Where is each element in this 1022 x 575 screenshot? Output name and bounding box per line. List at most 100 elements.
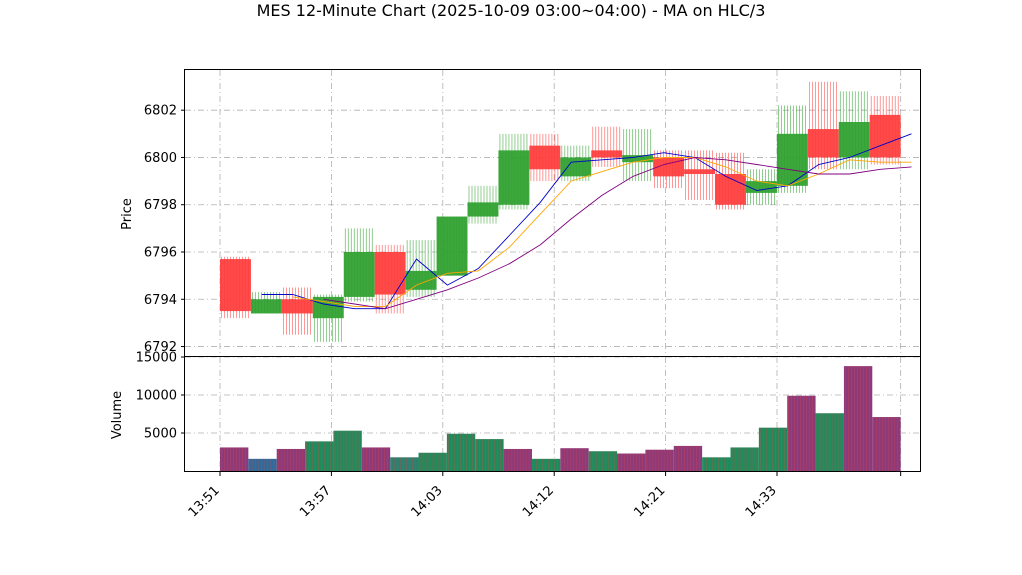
candle-body <box>405 270 437 290</box>
volume-bar-fill <box>276 448 306 471</box>
candle-body <box>436 216 468 276</box>
candle-body <box>684 169 716 174</box>
candle-down <box>715 152 746 210</box>
volume-bar <box>843 366 873 471</box>
volume-bar <box>220 447 249 471</box>
volume-bar-fill <box>560 448 589 471</box>
volume-bar <box>333 430 362 471</box>
candle-down <box>374 244 406 314</box>
volume-bar <box>531 458 561 471</box>
price-tick-label: 6800 <box>144 151 177 166</box>
price-axis-label: Price <box>120 198 135 230</box>
volume-bar <box>588 451 618 471</box>
x-tick-label: 13:51 <box>186 483 223 520</box>
price-tick-label: 6802 <box>144 104 177 119</box>
x-tick-label: 14:12 <box>520 483 557 520</box>
candle-up <box>776 105 808 193</box>
moving-average-lines <box>261 133 912 310</box>
volume-bar <box>787 395 816 471</box>
candle-down <box>529 133 561 182</box>
candle-body <box>776 133 808 186</box>
candlestick-series <box>220 81 901 342</box>
candle-up <box>622 129 654 182</box>
candle-body <box>374 252 406 295</box>
volume-axis-ticks: 5000 10000 15000 <box>136 351 185 442</box>
volume-bar <box>730 447 759 471</box>
candle-up <box>745 169 777 205</box>
ma-line <box>323 157 912 310</box>
candle-down <box>591 126 623 167</box>
candle-up <box>498 133 530 210</box>
candle-body <box>343 252 375 297</box>
volume-bar <box>872 417 901 471</box>
candle-up <box>436 216 468 276</box>
ma-line <box>261 133 912 310</box>
volume-bar <box>758 427 788 471</box>
volume-bar <box>673 445 703 471</box>
candle-up <box>405 240 437 297</box>
volume-bar <box>815 413 844 471</box>
volume-bar <box>305 441 334 471</box>
volume-bar <box>248 458 277 471</box>
volume-bar <box>361 447 391 471</box>
ma-line <box>292 157 912 307</box>
volume-bar <box>276 448 306 471</box>
volume-bar-fill <box>220 447 249 471</box>
price-tick-label: 6794 <box>144 293 177 308</box>
candle-body <box>560 157 592 177</box>
candle-up <box>250 292 282 314</box>
volume-bar <box>617 453 646 471</box>
volume-panel-frame <box>184 356 921 472</box>
x-axis-ticks: 13:51 13:57 14:03 14:12 14:21 14:33 <box>186 471 902 520</box>
volume-bar-fill <box>503 448 532 471</box>
candle-body <box>622 155 654 163</box>
x-tick-label: 14:03 <box>409 483 446 520</box>
volume-bar-fill <box>418 452 447 471</box>
volume-bars <box>220 366 901 471</box>
x-tick-label: 13:57 <box>297 483 334 520</box>
candle-body <box>250 299 282 314</box>
candle-down <box>869 96 901 165</box>
candle-up <box>467 185 499 224</box>
candle-body <box>312 296 344 319</box>
price-tick-label: 6796 <box>144 246 177 261</box>
candle-body <box>745 181 777 193</box>
candle-down <box>807 81 839 170</box>
candle-body <box>529 145 561 170</box>
candle-body <box>281 299 313 314</box>
volume-bar <box>390 457 419 471</box>
price-tick-label: 6792 <box>144 340 177 355</box>
volume-bar-fill <box>531 458 561 471</box>
candle-body <box>220 259 251 312</box>
chart-title: MES 12-Minute Chart (2025-10-09 03:00~04… <box>256 1 766 20</box>
candle-body <box>869 114 901 158</box>
volume-bar-fill <box>588 451 618 471</box>
volume-bar <box>475 439 504 471</box>
candle-body <box>807 129 839 158</box>
volume-bar <box>418 452 447 471</box>
volume-bar-fill <box>617 453 646 471</box>
volume-tick-label: 10000 <box>136 389 177 404</box>
volume-bar <box>645 449 674 471</box>
candle-body <box>591 150 623 158</box>
candle-down <box>220 256 251 319</box>
candle-body <box>715 174 746 205</box>
candle-up <box>312 294 344 342</box>
volume-tick-label: 5000 <box>144 427 177 442</box>
x-tick-label: 14:33 <box>743 483 780 520</box>
candle-up <box>838 91 870 170</box>
volume-bar <box>702 457 731 471</box>
volume-bar-fill <box>645 449 674 471</box>
candle-body <box>498 150 530 205</box>
candle-body <box>838 122 870 158</box>
volume-bar <box>446 433 476 471</box>
volume-bar-fill <box>248 458 277 471</box>
volume-bar-fill <box>390 457 419 471</box>
candle-up <box>343 228 375 302</box>
volume-bar-fill <box>702 457 731 471</box>
price-axis-ticks: 6792 6794 6796 6798 6800 6802 <box>144 104 185 355</box>
candle-body <box>467 202 499 217</box>
volume-bar-fill <box>730 447 759 471</box>
candle-up <box>560 145 592 182</box>
